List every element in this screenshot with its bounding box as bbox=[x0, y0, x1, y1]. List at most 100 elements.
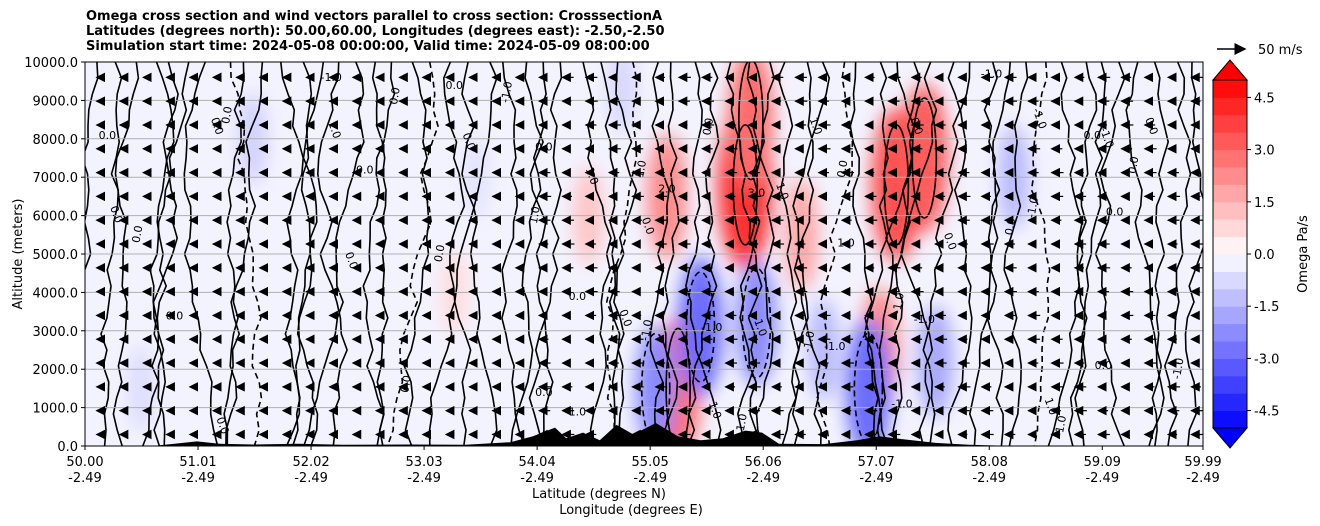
colorbar-tick-label-5: 3.0 bbox=[1254, 144, 1275, 159]
chart-title-line-1: Omega cross section and wind vectors par… bbox=[86, 9, 663, 24]
solid-contour-2 bbox=[738, 62, 764, 181]
terrain-profile bbox=[85, 423, 1203, 446]
contour-label-24: -1.0 bbox=[701, 321, 722, 334]
quiver-key-label: 50 m/s bbox=[1258, 43, 1303, 58]
contour-label-45: 0.0 bbox=[1106, 206, 1124, 219]
colorbar-label: Omega Pa/s bbox=[1296, 215, 1311, 293]
colorbar-level-4 bbox=[1213, 341, 1247, 359]
contour-label-4: 0.0 bbox=[208, 116, 226, 137]
solid-contour-0 bbox=[665, 327, 691, 446]
colorbar-level-15 bbox=[1213, 149, 1247, 168]
colorbar-level-0 bbox=[1213, 410, 1247, 429]
colorbar-extend-min bbox=[1211, 427, 1249, 449]
x-tick-lat-8: 58.08 bbox=[971, 455, 1008, 470]
colorbar-level-9 bbox=[1213, 254, 1247, 272]
chart-title-line-2: Latitudes (degrees north): 50.00,60.00, … bbox=[86, 24, 665, 39]
contour-label-31: 1.0 bbox=[807, 116, 825, 137]
contour-label-46: 0.0 bbox=[1142, 116, 1160, 137]
contour-label-36: -1.0 bbox=[914, 313, 935, 326]
x-tick-lon-8: -2.49 bbox=[972, 471, 1006, 486]
y-tick-label-5: 5000.0 bbox=[33, 248, 79, 263]
contour-label-3: 0.0 bbox=[166, 309, 184, 322]
x-tick-lon-5: -2.49 bbox=[633, 471, 667, 486]
contour-label-49: 1.0 bbox=[1042, 396, 1060, 417]
colorbar-extend-max bbox=[1211, 59, 1249, 81]
contour-label-21: 2.0 bbox=[658, 183, 676, 196]
colorbar-level-16 bbox=[1213, 132, 1247, 151]
contour-label-38: 0.0 bbox=[1003, 217, 1019, 236]
solid-contour-4 bbox=[911, 97, 938, 219]
contour-label-17: 1.0 bbox=[527, 205, 543, 224]
contour-label-33: -1.0 bbox=[824, 340, 845, 353]
contour-label-29: 0.0 bbox=[835, 159, 851, 178]
solid-contour-1 bbox=[732, 124, 759, 246]
contour-label-30: 1.0 bbox=[837, 236, 855, 249]
contour-label-53: 1.0 bbox=[734, 413, 750, 432]
y-tick-label-4: 4000.0 bbox=[33, 286, 79, 301]
contour-label-57: 0.0 bbox=[535, 386, 553, 399]
colorbar-level-11 bbox=[1213, 219, 1247, 238]
omega-cell-3 bbox=[728, 62, 774, 190]
x-tick-lat-2: 52.02 bbox=[292, 455, 329, 470]
colorbar-level-3 bbox=[1213, 358, 1247, 377]
contour-label-28: 1.0 bbox=[773, 181, 791, 202]
y-tick-label-3: 3000.0 bbox=[33, 325, 79, 340]
contour-label-23: -1.0 bbox=[638, 318, 655, 341]
contour-label-10: 0.0 bbox=[342, 250, 360, 271]
x-tick-lon-7: -2.49 bbox=[859, 471, 893, 486]
contour-label-41: -1.0 bbox=[1025, 196, 1042, 219]
contour-label-7: 1.0 bbox=[325, 119, 343, 140]
x-tick-lon-1: -2.49 bbox=[181, 471, 215, 486]
contour-label-35: -1.0 bbox=[890, 292, 907, 315]
contour-label-34: 0.0 bbox=[907, 116, 925, 137]
contour-label-20: 1.0 bbox=[633, 159, 649, 178]
contour-label-12: 0.0 bbox=[446, 79, 464, 92]
x-tick-lat-7: 57.07 bbox=[858, 455, 895, 470]
x-tick-lon-3: -2.49 bbox=[407, 471, 441, 486]
y-axis-label: Altitude (meters) bbox=[11, 199, 26, 310]
x-tick-lat-10: 59.99 bbox=[1184, 455, 1221, 470]
colorbar-level-1 bbox=[1213, 393, 1247, 412]
y-tick-label-9: 9000.0 bbox=[33, 94, 79, 109]
x-tick-lat-6: 56.06 bbox=[745, 455, 782, 470]
contour-label-39: -1.0 bbox=[981, 67, 1002, 80]
colorbar-level-13 bbox=[1213, 184, 1247, 203]
y-tick-label-8: 8000.0 bbox=[33, 133, 79, 148]
colorbar-level-12 bbox=[1213, 201, 1247, 220]
x-axis-label-2: Longitude (degrees E) bbox=[559, 503, 703, 518]
dashed-contour-0 bbox=[685, 271, 716, 383]
contour-label-2: 0.0 bbox=[130, 224, 146, 243]
contour-label-47: -1.0 bbox=[1170, 357, 1187, 380]
contour-label-6: -1.0 bbox=[320, 71, 341, 84]
quiver-key: 50 m/s bbox=[1217, 43, 1303, 58]
contour-label-18: 0.0 bbox=[569, 290, 587, 303]
dashed-contour-1 bbox=[741, 267, 772, 379]
contour-label-32: -1.0 bbox=[801, 330, 818, 353]
omega-cell-13 bbox=[807, 298, 840, 402]
colorbar-level-19 bbox=[1213, 80, 1247, 98]
colorbar-level-8 bbox=[1213, 271, 1247, 290]
x-tick-lon-9: -2.49 bbox=[1085, 471, 1119, 486]
contour-label-13: 0.0 bbox=[460, 131, 478, 152]
contour-label-15: 0.0 bbox=[535, 140, 553, 153]
x-tick-lon-2: -2.49 bbox=[294, 471, 328, 486]
x-tick-lon-10: -2.49 bbox=[1186, 471, 1220, 486]
colorbar-tick-label-2: -1.5 bbox=[1254, 300, 1279, 315]
contour-label-37: 0.0 bbox=[941, 231, 959, 252]
contour-label-48: 0.0 bbox=[1095, 359, 1113, 372]
x-tick-lat-4: 54.04 bbox=[519, 455, 556, 470]
colorbar-tick-label-4: 1.5 bbox=[1254, 196, 1275, 211]
contour-label-55: 0.0 bbox=[213, 415, 231, 436]
y-tick-label-2: 2000.0 bbox=[33, 363, 79, 378]
chart-title-block: Omega cross section and wind vectors par… bbox=[86, 9, 665, 54]
contour-label-19: 0.0 bbox=[616, 308, 634, 329]
x-tick-lat-9: 59.09 bbox=[1084, 455, 1121, 470]
contour-label-50: -1.0 bbox=[1053, 414, 1070, 437]
contour-label-52: 1.0 bbox=[706, 400, 724, 421]
contour-label-5: 0.0 bbox=[219, 105, 235, 124]
contour-label-1: 0.0 bbox=[107, 204, 125, 225]
contour-label-16: 1.0 bbox=[583, 166, 601, 187]
x-tick-lon-0: -2.49 bbox=[68, 471, 102, 486]
x-tick-lat-1: 51.01 bbox=[179, 455, 216, 470]
